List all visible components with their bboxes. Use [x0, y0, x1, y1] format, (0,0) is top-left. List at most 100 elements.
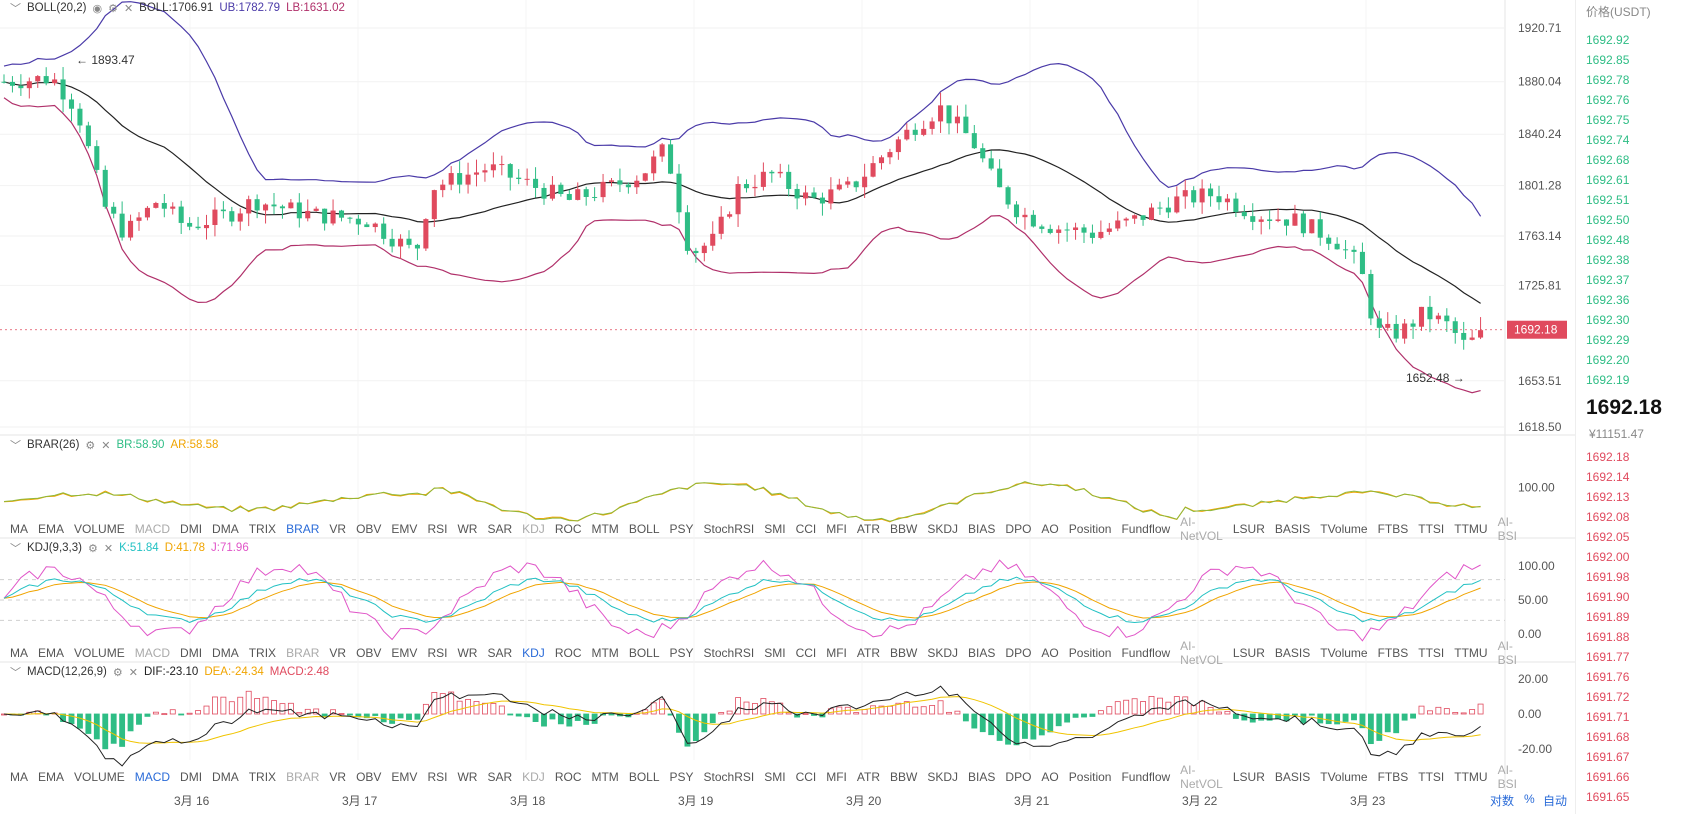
- indicator-tab-obv[interactable]: OBV: [356, 646, 382, 660]
- indicator-tab-mtm[interactable]: MTM: [591, 646, 619, 660]
- indicator-tab-mtm[interactable]: MTM: [591, 770, 619, 784]
- ask-price[interactable]: 1692.20: [1586, 353, 1630, 367]
- indicator-tab-boll[interactable]: BOLL: [628, 646, 660, 660]
- visibility-eye-icon[interactable]: ◉: [92, 2, 103, 15]
- ask-price[interactable]: 1692.85: [1586, 53, 1630, 67]
- indicator-tab-ftbs[interactable]: FTBS: [1377, 646, 1409, 660]
- indicator-tab-ma[interactable]: MA: [10, 770, 28, 784]
- indicator-tab-bbw[interactable]: BBW: [890, 646, 918, 660]
- indicator-tab-brar[interactable]: BRAR: [286, 770, 320, 784]
- bid-price[interactable]: 1691.67: [1586, 750, 1630, 764]
- indicator-tab-ftbs[interactable]: FTBS: [1377, 770, 1409, 784]
- indicator-tab-lsur[interactable]: LSUR: [1232, 770, 1265, 784]
- indicator-tab-macd[interactable]: MACD: [134, 770, 171, 784]
- indicator-tab-position[interactable]: Position: [1068, 646, 1112, 660]
- bid-price[interactable]: 1692.00: [1586, 550, 1630, 564]
- indicator-tab-psy[interactable]: PSY: [669, 770, 694, 784]
- indicator-tab-dpo[interactable]: DPO: [1005, 522, 1032, 536]
- bid-price[interactable]: 1692.14: [1586, 470, 1630, 484]
- indicator-tab-smi[interactable]: SMI: [764, 522, 786, 536]
- indicator-tab-ma[interactable]: MA: [10, 646, 28, 660]
- indicator-tab-bias[interactable]: BIAS: [968, 522, 996, 536]
- close-icon[interactable]: ✕: [128, 666, 138, 679]
- collapse-icon[interactable]: ﹀: [10, 543, 21, 555]
- bid-price[interactable]: 1691.66: [1586, 770, 1630, 784]
- indicator-tab-stochrsi[interactable]: StochRSI: [703, 646, 755, 660]
- indicator-tab-ema[interactable]: EMA: [38, 522, 65, 536]
- indicator-tab-skdj[interactable]: SKDJ: [927, 522, 959, 536]
- indicator-tab-ao[interactable]: AO: [1041, 522, 1059, 536]
- indicator-tab-brar[interactable]: BRAR: [286, 646, 320, 660]
- indicator-tab-ttmu[interactable]: TTMU: [1454, 646, 1488, 660]
- indicator-tab-dma[interactable]: DMA: [212, 522, 239, 536]
- indicator-tab-mfi[interactable]: MFI: [826, 646, 847, 660]
- indicator-tab-rsi[interactable]: RSI: [427, 522, 448, 536]
- indicator-tab-sar[interactable]: SAR: [487, 770, 513, 784]
- indicator-tab-wr[interactable]: WR: [457, 646, 478, 660]
- indicator-tab-fundflow[interactable]: Fundflow: [1121, 770, 1171, 784]
- indicator-tab-boll[interactable]: BOLL: [628, 522, 660, 536]
- indicator-tab-bias[interactable]: BIAS: [968, 646, 996, 660]
- ask-price[interactable]: 1692.48: [1586, 233, 1630, 247]
- indicator-tab-lsur[interactable]: LSUR: [1232, 646, 1265, 660]
- bid-price[interactable]: 1691.88: [1586, 630, 1630, 644]
- indicator-tab-atr[interactable]: ATR: [856, 646, 881, 660]
- indicator-tab-volume[interactable]: VOLUME: [74, 770, 125, 784]
- indicator-tab-ai-netvol[interactable]: AI-NetVOL: [1180, 515, 1223, 543]
- indicator-tab-boll[interactable]: BOLL: [628, 770, 660, 784]
- bid-price[interactable]: 1691.65: [1586, 790, 1630, 804]
- ask-price[interactable]: 1692.38: [1586, 253, 1630, 267]
- indicator-tab-kdj[interactable]: KDJ: [522, 646, 545, 660]
- indicator-tab-volume[interactable]: VOLUME: [74, 522, 125, 536]
- bid-price[interactable]: 1692.05: [1586, 530, 1630, 544]
- settings-gear-icon[interactable]: ⚙: [85, 439, 96, 452]
- indicator-tab-ma[interactable]: MA: [10, 522, 28, 536]
- indicator-tab-emv[interactable]: EMV: [391, 646, 418, 660]
- ask-price[interactable]: 1692.61: [1586, 173, 1630, 187]
- indicator-tab-vr[interactable]: VR: [329, 646, 347, 660]
- chart-canvas[interactable]: 1920.71 1880.04 1840.24 1801.28 1763.14 1725.…: [0, 0, 1575, 790]
- collapse-icon[interactable]: ﹀: [10, 667, 21, 679]
- bid-price[interactable]: 1691.76: [1586, 670, 1630, 684]
- indicator-tab-ttmu[interactable]: TTMU: [1454, 770, 1488, 784]
- indicator-tab-tvolume[interactable]: TVolume: [1320, 770, 1368, 784]
- indicator-tab-trix[interactable]: TRIX: [248, 646, 277, 660]
- indicator-tab-atr[interactable]: ATR: [856, 522, 881, 536]
- indicator-tab-position[interactable]: Position: [1068, 522, 1112, 536]
- bid-price[interactable]: 1692.08: [1586, 510, 1630, 524]
- indicator-tab-psy[interactable]: PSY: [669, 522, 694, 536]
- bid-price[interactable]: 1691.71: [1586, 710, 1630, 724]
- indicator-tab-dma[interactable]: DMA: [212, 770, 239, 784]
- indicator-tab-ai-bsi[interactable]: AI-BSI: [1497, 639, 1517, 667]
- indicator-tab-vr[interactable]: VR: [329, 770, 347, 784]
- settings-gear-icon[interactable]: ⚙: [87, 542, 98, 555]
- indicator-tab-trix[interactable]: TRIX: [248, 770, 277, 784]
- indicator-tab-tvolume[interactable]: TVolume: [1320, 646, 1368, 660]
- indicator-tab-ttsi[interactable]: TTSI: [1418, 522, 1445, 536]
- close-icon[interactable]: ✕: [103, 542, 114, 555]
- indicator-tab-atr[interactable]: ATR: [856, 770, 881, 784]
- indicator-tab-fundflow[interactable]: Fundflow: [1121, 646, 1171, 660]
- indicator-tab-volume[interactable]: VOLUME: [74, 646, 125, 660]
- indicator-tab-ao[interactable]: AO: [1041, 770, 1059, 784]
- indicator-tab-vr[interactable]: VR: [329, 522, 347, 536]
- indicator-tab-ai-netvol[interactable]: AI-NetVOL: [1180, 763, 1223, 791]
- ask-price[interactable]: 1692.68: [1586, 153, 1630, 167]
- ask-price[interactable]: 1692.75: [1586, 113, 1630, 127]
- indicator-tab-mtm[interactable]: MTM: [591, 522, 619, 536]
- indicator-tab-basis[interactable]: BASIS: [1274, 522, 1311, 536]
- percent-scale-button[interactable]: %: [1524, 792, 1535, 806]
- indicator-tab-smi[interactable]: SMI: [764, 770, 786, 784]
- indicator-tab-brar[interactable]: BRAR: [286, 522, 320, 536]
- indicator-tab-kdj[interactable]: KDJ: [522, 522, 545, 536]
- indicator-tab-rsi[interactable]: RSI: [427, 646, 448, 660]
- ask-price[interactable]: 1692.36: [1586, 293, 1630, 307]
- indicator-tab-skdj[interactable]: SKDJ: [927, 646, 959, 660]
- indicator-tab-stochrsi[interactable]: StochRSI: [703, 522, 755, 536]
- indicator-tab-basis[interactable]: BASIS: [1274, 646, 1311, 660]
- indicator-tab-macd[interactable]: MACD: [134, 522, 171, 536]
- indicator-tab-position[interactable]: Position: [1068, 770, 1112, 784]
- indicator-tab-dmi[interactable]: DMI: [180, 770, 203, 784]
- ask-price[interactable]: 1692.30: [1586, 313, 1630, 327]
- indicator-tab-macd[interactable]: MACD: [134, 646, 171, 660]
